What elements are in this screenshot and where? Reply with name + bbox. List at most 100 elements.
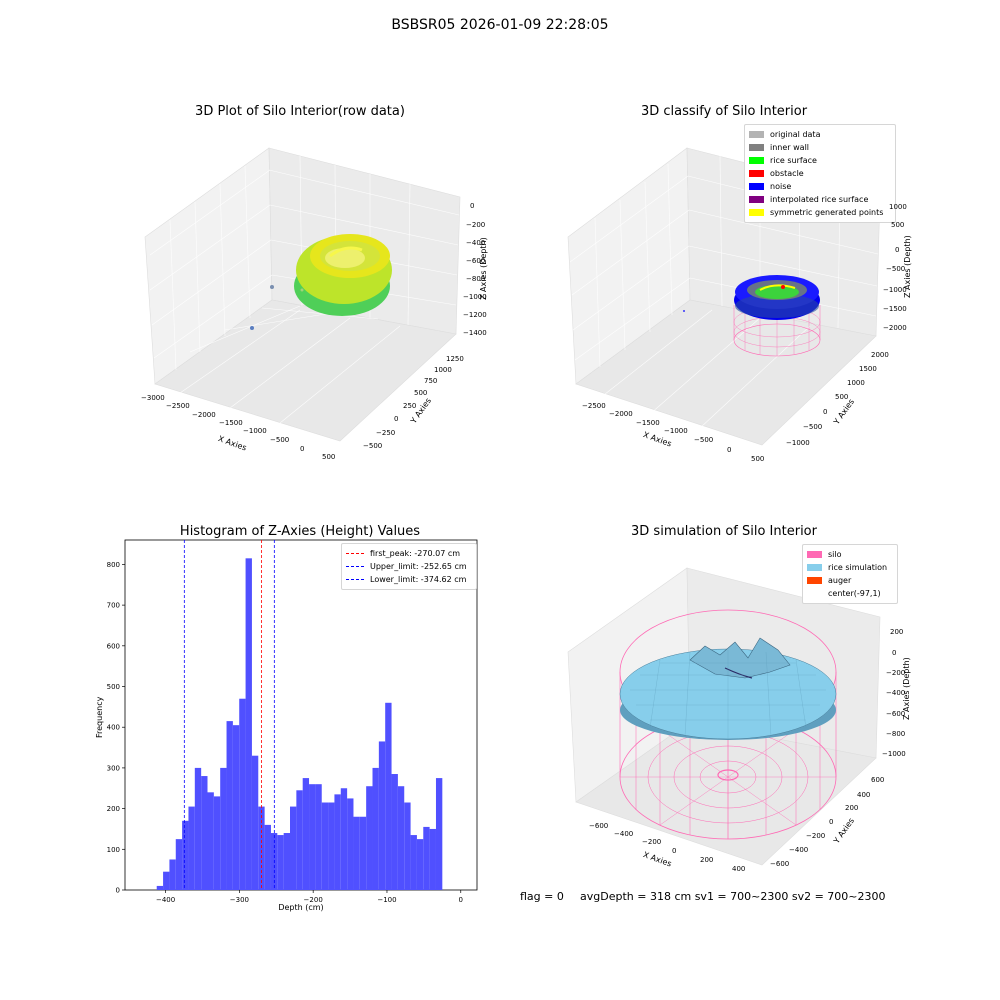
panel2-y-tick: 500 <box>835 393 849 401</box>
histogram-y-tick-label: 400 <box>107 724 120 732</box>
panel2-y-tick: 1000 <box>847 379 865 387</box>
classify-silo-wireframe <box>733 305 821 357</box>
panel1-y-tick: 500 <box>414 389 428 397</box>
histogram-bar <box>340 788 348 890</box>
histogram-bar <box>220 767 227 890</box>
panel3-x-tick: −600 <box>589 822 609 830</box>
panel2-z-tick: −2000 <box>883 324 907 332</box>
histogram-bar <box>416 839 424 890</box>
panel3-z-label: Z Axies (Depth) <box>902 657 911 720</box>
histogram-bar <box>366 786 373 890</box>
panel2-x-tick: −1000 <box>664 427 688 435</box>
histogram-title: Histogram of Z-Axies (Height) Values <box>179 524 421 539</box>
legend-swatch <box>749 209 764 216</box>
legend-item: rice simulation <box>807 561 893 574</box>
panel1-y-tick: 750 <box>424 377 438 385</box>
histogram-bar <box>397 786 405 890</box>
histogram-x-tick-label: −200 <box>304 896 323 904</box>
histogram-y-ticks: 0 100 200 300 400 500 600 700 800 <box>107 561 125 895</box>
panel3-title: 3D simulation of Silo Interior <box>631 524 817 539</box>
panel2-z-tick: 0 <box>895 246 900 254</box>
panel3-z-tick: −200 <box>886 669 906 677</box>
histogram-bar <box>290 806 297 890</box>
histogram-y-tick-label: 500 <box>107 683 120 691</box>
legend-label: rice simulation <box>828 563 888 572</box>
legend-item: obstacle <box>749 167 891 180</box>
histogram-bar <box>251 755 259 890</box>
panel2-z-tick: −1000 <box>883 286 907 294</box>
panel1-y-tick: 250 <box>403 402 417 410</box>
panel1-z-tick: −400 <box>466 239 486 247</box>
histogram-y-tick-label: 800 <box>107 561 120 569</box>
panel1-y-tick: 1000 <box>434 366 452 374</box>
legend-label: obstacle <box>770 169 804 178</box>
panel2-x-tick: −500 <box>694 436 714 444</box>
histogram-bar <box>404 802 411 890</box>
legend-swatch <box>807 577 822 584</box>
panel2-legend: original data inner wall rice surface ob… <box>744 124 896 223</box>
panel2-z-tick: −1500 <box>883 305 907 313</box>
legend-label: auger <box>828 576 852 585</box>
panel3-y-tick: −600 <box>770 860 790 868</box>
panel2-y-tick: 1500 <box>859 365 877 373</box>
legend-item: rice surface <box>749 154 891 167</box>
legend-label: center(-97,1) <box>828 589 881 598</box>
histogram-bar <box>385 702 392 890</box>
histogram-bar <box>391 774 398 890</box>
panel1-x-tick: 0 <box>300 445 305 453</box>
legend-label: noise <box>770 182 792 191</box>
panel3-z-tick: −600 <box>886 710 906 718</box>
panel1-x-tick: −2000 <box>192 411 216 419</box>
panel2-z-tick: 1000 <box>889 203 907 211</box>
legend-item: interpolated rice surface <box>749 193 891 206</box>
panel2-x-tick: −2500 <box>582 402 606 410</box>
panel1-z-tick: −200 <box>466 221 486 229</box>
panel3-y-tick: 0 <box>829 818 834 826</box>
histogram-x-tick-label: −100 <box>377 896 396 904</box>
figure-title: BSBSR05 2026-01-09 22:28:05 <box>391 17 609 33</box>
panel1-x-tick: −1000 <box>243 427 267 435</box>
histogram-bar <box>213 796 221 890</box>
panel2-z-label: Z Axies (Depth) <box>903 235 912 298</box>
histogram-bar <box>283 833 291 890</box>
panel2-y-tick: 0 <box>823 408 828 416</box>
panel2-z-tick: −500 <box>886 265 906 273</box>
histogram-bar <box>188 806 195 890</box>
panel3-x-tick: 200 <box>700 856 714 864</box>
panel1-y-tick: −250 <box>376 429 396 437</box>
legend-label: first_peak: -270.07 cm <box>370 549 461 558</box>
panel1-axes <box>144 147 461 442</box>
histogram-bar <box>163 871 170 890</box>
panel1-z-tick: −600 <box>466 257 486 265</box>
histogram-bar <box>423 826 430 890</box>
histogram-bar <box>309 784 316 890</box>
legend-label: original data <box>770 130 821 139</box>
histogram-bar <box>347 798 354 890</box>
legend-item: symmetric generated points <box>749 206 891 219</box>
histogram-bar <box>239 698 246 890</box>
panel2-x-tick: −1500 <box>636 419 660 427</box>
panel3-y-tick: 600 <box>871 776 885 784</box>
panel3-axes <box>567 567 881 866</box>
histogram-bar <box>232 725 240 890</box>
panel1-x-tick: −3000 <box>141 394 165 402</box>
histogram-bar <box>435 778 443 890</box>
classify-symmetric-points <box>759 284 796 291</box>
panel2-y-tick: −500 <box>803 423 823 431</box>
panel3-z-tick: −400 <box>886 689 906 697</box>
histogram-x-tick-label: −400 <box>156 896 175 904</box>
legend-item: Upper_limit: -252.65 cm <box>346 560 472 573</box>
histogram-bar <box>245 558 252 890</box>
panel2-x-tick: 0 <box>727 446 732 454</box>
histogram-bar <box>258 806 265 890</box>
panel2-x-tick: 500 <box>751 455 765 463</box>
legend-label: silo <box>828 550 842 559</box>
panel3-y-tick: 400 <box>857 791 871 799</box>
histogram-y-tick-label: 700 <box>107 602 120 610</box>
panel3-z-tick: −1000 <box>882 750 906 758</box>
legend-label: Upper_limit: -252.65 cm <box>370 562 467 571</box>
legend-swatch <box>807 590 822 597</box>
legend-swatch <box>749 157 764 164</box>
panel1-z-tick: 0 <box>470 202 475 210</box>
histogram-reference-lines <box>183 540 275 890</box>
